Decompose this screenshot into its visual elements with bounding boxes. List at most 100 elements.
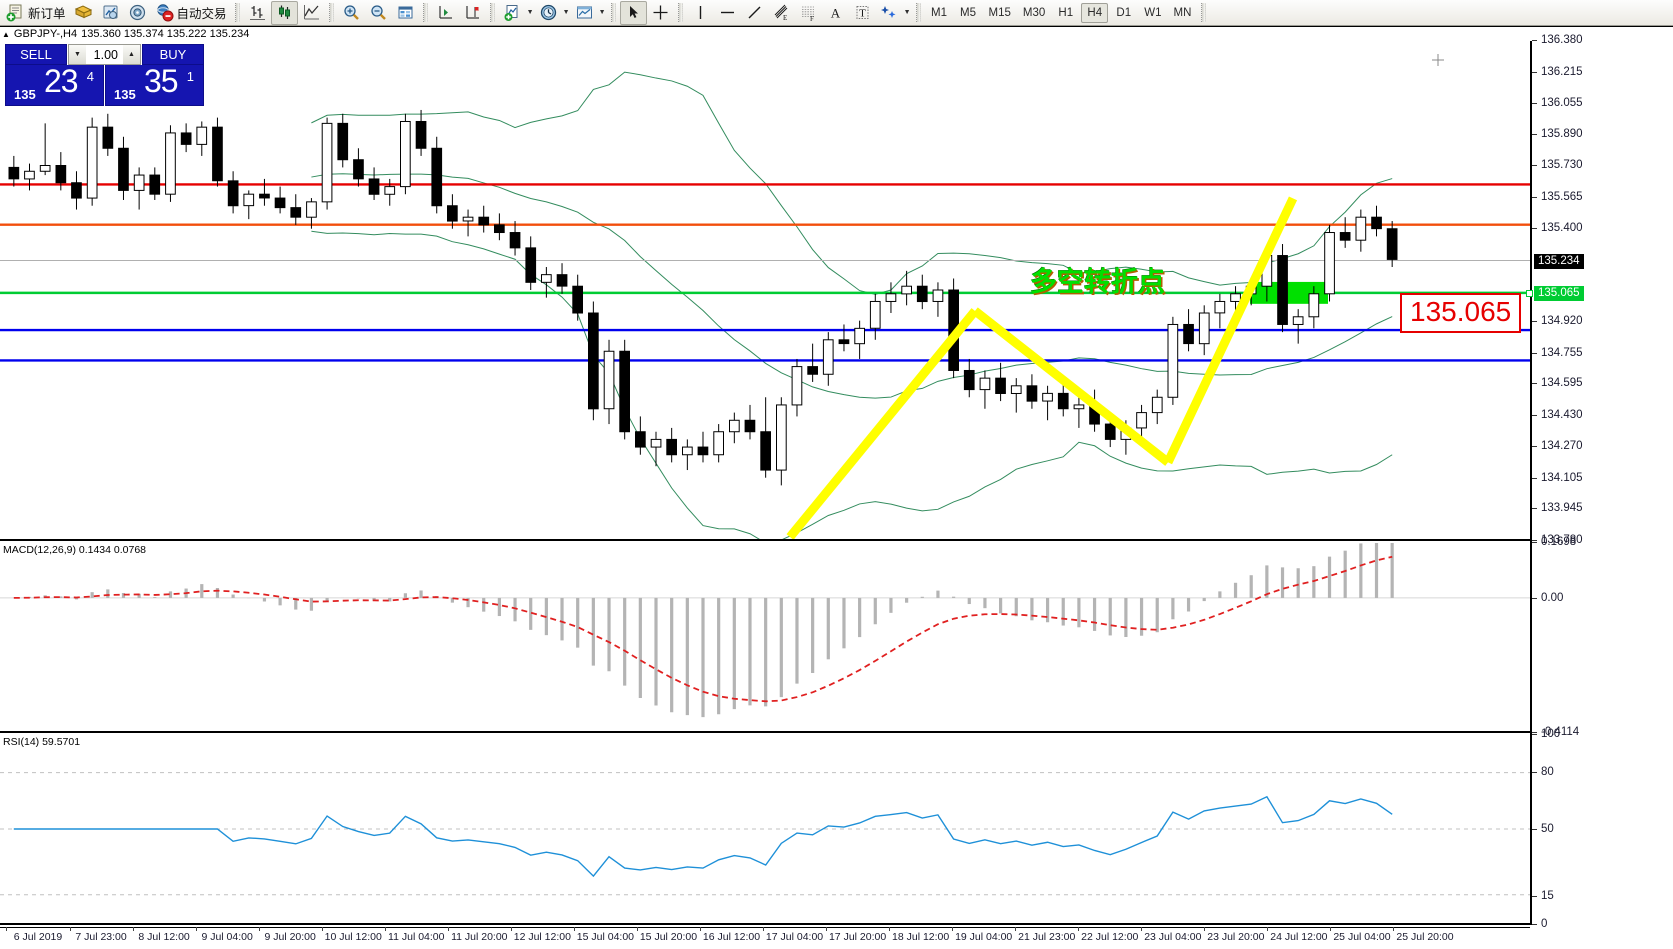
timeframe-mn[interactable]: MN: [1173, 6, 1192, 19]
periods-dropdown-caret[interactable]: ▼: [562, 9, 570, 16]
fibonacci-tool[interactable]: F: [795, 1, 822, 25]
buy-button[interactable]: BUY: [142, 44, 204, 65]
macd-pane[interactable]: MACD(12,26,9) 0.1434 0.0768: [0, 543, 1530, 733]
text-label-tool[interactable]: T: [849, 1, 876, 25]
timeframe-m5[interactable]: M5: [960, 6, 977, 19]
trendline-tool[interactable]: [741, 1, 768, 25]
chart-area[interactable]: ▲ GBPJPY-,H4 135.360 135.374 135.222 135…: [0, 26, 1673, 949]
equidistant-channel-tool[interactable]: E: [768, 1, 795, 25]
timeframe-m15[interactable]: M15: [988, 6, 1011, 19]
buy-price-prefix: 135: [114, 87, 136, 102]
zoom-in-button[interactable]: [338, 1, 365, 25]
line-chart-button[interactable]: [298, 1, 325, 25]
time-tick-mark: [195, 927, 197, 931]
navigator-button[interactable]: [124, 1, 151, 25]
price-pane[interactable]: [0, 41, 1530, 541]
price-axis[interactable]: 136.380 136.215 136.055 135.890 135.730 135.5…: [1526, 34, 1673, 930]
shapes-tool[interactable]: [876, 1, 903, 25]
buy-price[interactable]: 135 35 1: [105, 63, 204, 106]
price-label-135-234[interactable]: 135.234: [1534, 253, 1584, 269]
price-label-135-065[interactable]: 135.065: [1534, 286, 1584, 302]
toolbar-separator-8: [1201, 3, 1207, 22]
auto-scroll-button[interactable]: [432, 1, 459, 25]
volume-stepper[interactable]: ▼ 1.00 ▲: [68, 44, 141, 65]
sell-button[interactable]: SELL: [5, 44, 67, 65]
timeframe-h1[interactable]: H1: [1058, 6, 1074, 19]
candlestick-button[interactable]: [270, 0, 298, 25]
periods-button[interactable]: [535, 1, 562, 25]
vertical-line-icon: [699, 6, 701, 19]
mouse-cursor-icon: [1432, 54, 1444, 66]
rsi-chart-canvas[interactable]: [0, 735, 1530, 923]
auto-trading-button[interactable]: 自动交易: [151, 1, 231, 25]
volume-input[interactable]: 1.00: [86, 45, 123, 64]
time-tick-mark: [699, 927, 701, 931]
toolbar-separator-5: [610, 3, 616, 22]
cursor-tool[interactable]: [619, 0, 647, 25]
time-tick-mark: [952, 927, 954, 931]
timeframe-m30[interactable]: M30: [1022, 6, 1046, 19]
templates-button[interactable]: [571, 1, 598, 25]
horizontal-line-tool[interactable]: [714, 1, 741, 25]
time-tick-label: 15 Jul 20:00: [639, 931, 698, 943]
market-watch-button[interactable]: [97, 1, 124, 25]
zoom-out-button[interactable]: [365, 1, 392, 25]
timeframe-m1[interactable]: M1: [931, 6, 948, 19]
templates-icon: [576, 6, 592, 19]
vertical-line-tool[interactable]: [687, 1, 714, 25]
time-tick-mark: [573, 927, 575, 931]
candlestick-icon: [278, 5, 290, 19]
big-price-label[interactable]: 135.065: [1400, 293, 1522, 333]
templates-dropdown-caret[interactable]: ▼: [598, 9, 606, 16]
price-tick-134-755: 134.755: [1532, 347, 1583, 359]
toolbar-separator-6: [677, 3, 683, 22]
turning-point-annotation[interactable]: 多空转折点: [1030, 267, 1165, 297]
auto-scroll-icon: [438, 6, 452, 19]
time-tick-mark: [763, 927, 765, 931]
volume-increase-arrow[interactable]: ▲: [123, 45, 140, 64]
indicators-button[interactable]: [499, 1, 526, 25]
chart-shift-button[interactable]: [459, 1, 486, 25]
time-tick-label: 9 Jul 20:00: [264, 931, 316, 943]
svg-text:E: E: [783, 14, 787, 22]
time-tick-label: 6 Jul 2019: [13, 931, 63, 943]
time-tick-label: 17 Jul 20:00: [828, 931, 887, 943]
new-order-button[interactable]: 新订单: [2, 1, 70, 25]
time-tick-mark: [6, 927, 8, 931]
time-tick-label: 18 Jul 12:00: [892, 931, 950, 943]
main-toolbar: 新订单: [0, 0, 1673, 26]
timeframe-d1[interactable]: D1: [1116, 6, 1132, 19]
macd-chart-canvas[interactable]: [0, 543, 1530, 731]
time-tick-mark: [69, 927, 71, 931]
volume-decrease-arrow[interactable]: ▼: [69, 45, 86, 64]
price-chart-canvas[interactable]: [0, 41, 1530, 539]
time-tick-mark: [889, 927, 891, 931]
svg-text:T: T: [859, 8, 866, 20]
indicators-dropdown-caret[interactable]: ▼: [526, 9, 534, 16]
rsi-tick-50: 50: [1532, 823, 1554, 835]
timeframe-h4[interactable]: H4: [1081, 2, 1109, 23]
one-click-trading-panel[interactable]: SELL ▼ 1.00 ▲ BUY 135 23 4 135 35 1: [5, 44, 204, 106]
crosshair-tool[interactable]: [647, 1, 674, 25]
shapes-dropdown-caret[interactable]: ▼: [903, 9, 911, 16]
data-window-button[interactable]: [392, 1, 419, 25]
data-window-icon: [398, 6, 413, 19]
collapse-triangle-icon[interactable]: ▲: [2, 29, 10, 39]
text-tool[interactable]: A: [822, 1, 849, 25]
time-tick-mark: [510, 927, 512, 931]
new-order-label: 新订单: [28, 7, 66, 21]
rsi-pane[interactable]: RSI(14) 59.5701: [0, 735, 1530, 925]
price-level-handle[interactable]: [1526, 290, 1533, 298]
toolbar-separator-7: [915, 3, 921, 22]
profiles-button[interactable]: [70, 1, 97, 25]
timeframe-w1[interactable]: W1: [1144, 6, 1162, 19]
folder-icon: [74, 5, 92, 19]
new-order-icon: [6, 4, 22, 22]
bar-chart-button[interactable]: [244, 1, 271, 25]
time-axis[interactable]: 6 Jul 2019 7 Jul 23:00 8 Jul 12:00 9 Jul 04…: [0, 927, 1530, 949]
price-tick-134-270: 134.270: [1532, 440, 1583, 452]
sell-price[interactable]: 135 23 4: [5, 63, 104, 106]
time-tick-mark: [258, 927, 260, 931]
price-tick-136-380: 136.380: [1532, 34, 1583, 46]
macd-tick-neg0-4114: -0.4114: [1532, 726, 1579, 738]
